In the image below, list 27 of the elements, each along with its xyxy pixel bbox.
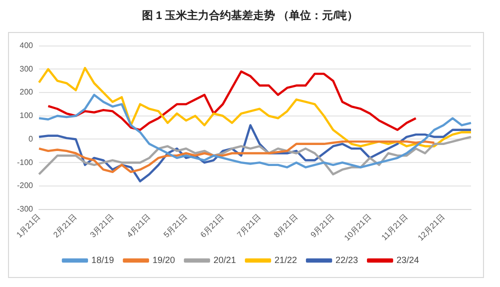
- x-tick-label: 6月21日: [198, 212, 226, 240]
- y-tick-label: -200: [16, 181, 34, 190]
- y-tick-label: 300: [20, 64, 34, 74]
- legend-label: 18/19: [91, 254, 114, 265]
- x-tick-label: 11月21日: [380, 212, 410, 242]
- legend-label: 19/20: [152, 254, 175, 265]
- y-tick-label: -100: [16, 158, 34, 167]
- legend-label: 22/23: [336, 254, 358, 265]
- x-tick-label: 7月21日: [235, 212, 263, 240]
- legend-label: 23/24: [396, 254, 420, 265]
- x-tick-label: 8月21日: [272, 212, 300, 240]
- y-tick-label: 400: [20, 41, 34, 50]
- x-tick-label: 1月21日: [14, 212, 42, 240]
- x-tick-label: 4月21日: [125, 212, 152, 240]
- x-tick-label: 5月21日: [162, 212, 190, 240]
- legend-label: 21/22: [274, 254, 298, 265]
- y-tick-label: -300: [16, 204, 34, 214]
- y-tick-label: 100: [20, 111, 34, 120]
- legend-label: 20/21: [213, 254, 236, 265]
- y-tick-label: 0: [28, 134, 34, 144]
- x-tick-label: 10月21日: [342, 212, 373, 243]
- x-tick-label: 9月21日: [308, 212, 336, 240]
- x-tick-label: 12月21日: [416, 212, 446, 243]
- x-tick-label: 2月21日: [52, 212, 79, 240]
- chart-title: 图 1 玉米主力合约基差走势 （单位：元/吨）: [140, 8, 360, 24]
- x-tick-label: 3月21日: [88, 212, 116, 240]
- y-tick-label: 200: [20, 88, 34, 97]
